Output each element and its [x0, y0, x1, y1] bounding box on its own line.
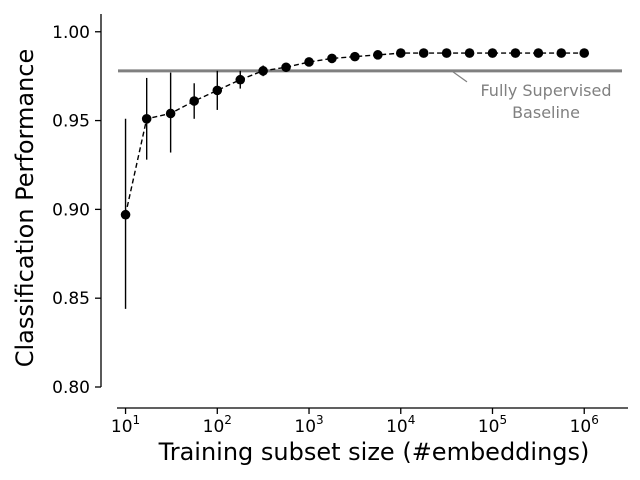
data-point — [212, 85, 223, 96]
x-tick-exponent: 6 — [591, 413, 599, 427]
x-tick-label: 105 — [478, 413, 507, 437]
x-tick-exponent: 1 — [133, 413, 141, 427]
data-point — [556, 48, 567, 58]
data-point — [464, 48, 475, 58]
data-point — [418, 48, 429, 58]
x-tick-exponent: 2 — [224, 413, 232, 427]
data-point — [189, 96, 199, 106]
data-series — [120, 48, 590, 309]
y-ticks: 0.80 0.85 0.90 0.95 1.00 — [52, 23, 101, 398]
y-tick-label: 0.85 — [52, 289, 90, 309]
series-line — [124, 52, 585, 215]
x-tick-label: 102 — [203, 413, 232, 437]
data-point — [579, 48, 590, 58]
data-point — [258, 66, 268, 76]
axes — [100, 14, 628, 409]
x-tick-exponent: 4 — [408, 413, 416, 427]
baseline-label-line: Fully Supervised — [480, 81, 611, 100]
reference-lines: Fully Supervised Baseline — [118, 69, 622, 122]
data-point — [141, 113, 152, 124]
data-point — [441, 48, 452, 58]
data-point — [327, 53, 337, 64]
x-tick-base: 10 — [203, 417, 225, 437]
data-point — [235, 74, 246, 85]
x-tick-exponent: 5 — [499, 413, 507, 427]
y-axis-title: Classification Performance — [11, 49, 39, 368]
x-tick-base: 10 — [386, 417, 408, 437]
x-tick-label: 104 — [386, 413, 415, 437]
x-tick-label: 106 — [570, 413, 599, 437]
data-point — [281, 62, 291, 73]
y-tick-label: 0.95 — [52, 112, 90, 132]
x-tick-label: 103 — [294, 413, 323, 437]
x-axis-title: Training subset size (#embeddings) — [158, 438, 590, 466]
y-tick-label: 0.90 — [52, 200, 90, 220]
x-tick-base: 10 — [478, 417, 500, 437]
data-point — [350, 51, 360, 62]
data-point — [510, 48, 521, 58]
y-tick-label: 0.80 — [52, 378, 90, 398]
x-tick-exponent: 3 — [316, 413, 324, 427]
x-ticks: 101 102 103 104 105 106 — [111, 408, 599, 437]
baseline-label-line: Baseline — [512, 103, 580, 122]
data-point — [487, 48, 498, 58]
x-tick-label: 101 — [111, 413, 140, 437]
y-tick-label: 1.00 — [52, 23, 90, 43]
data-point — [373, 50, 383, 60]
data-point — [395, 48, 406, 58]
x-tick-base: 10 — [111, 417, 133, 437]
baseline-label-leader — [452, 71, 468, 83]
data-point — [120, 209, 131, 220]
x-tick-base: 10 — [570, 417, 592, 437]
x-tick-base: 10 — [294, 417, 316, 437]
data-point — [165, 108, 176, 119]
data-point — [304, 57, 314, 67]
data-point — [533, 48, 544, 58]
